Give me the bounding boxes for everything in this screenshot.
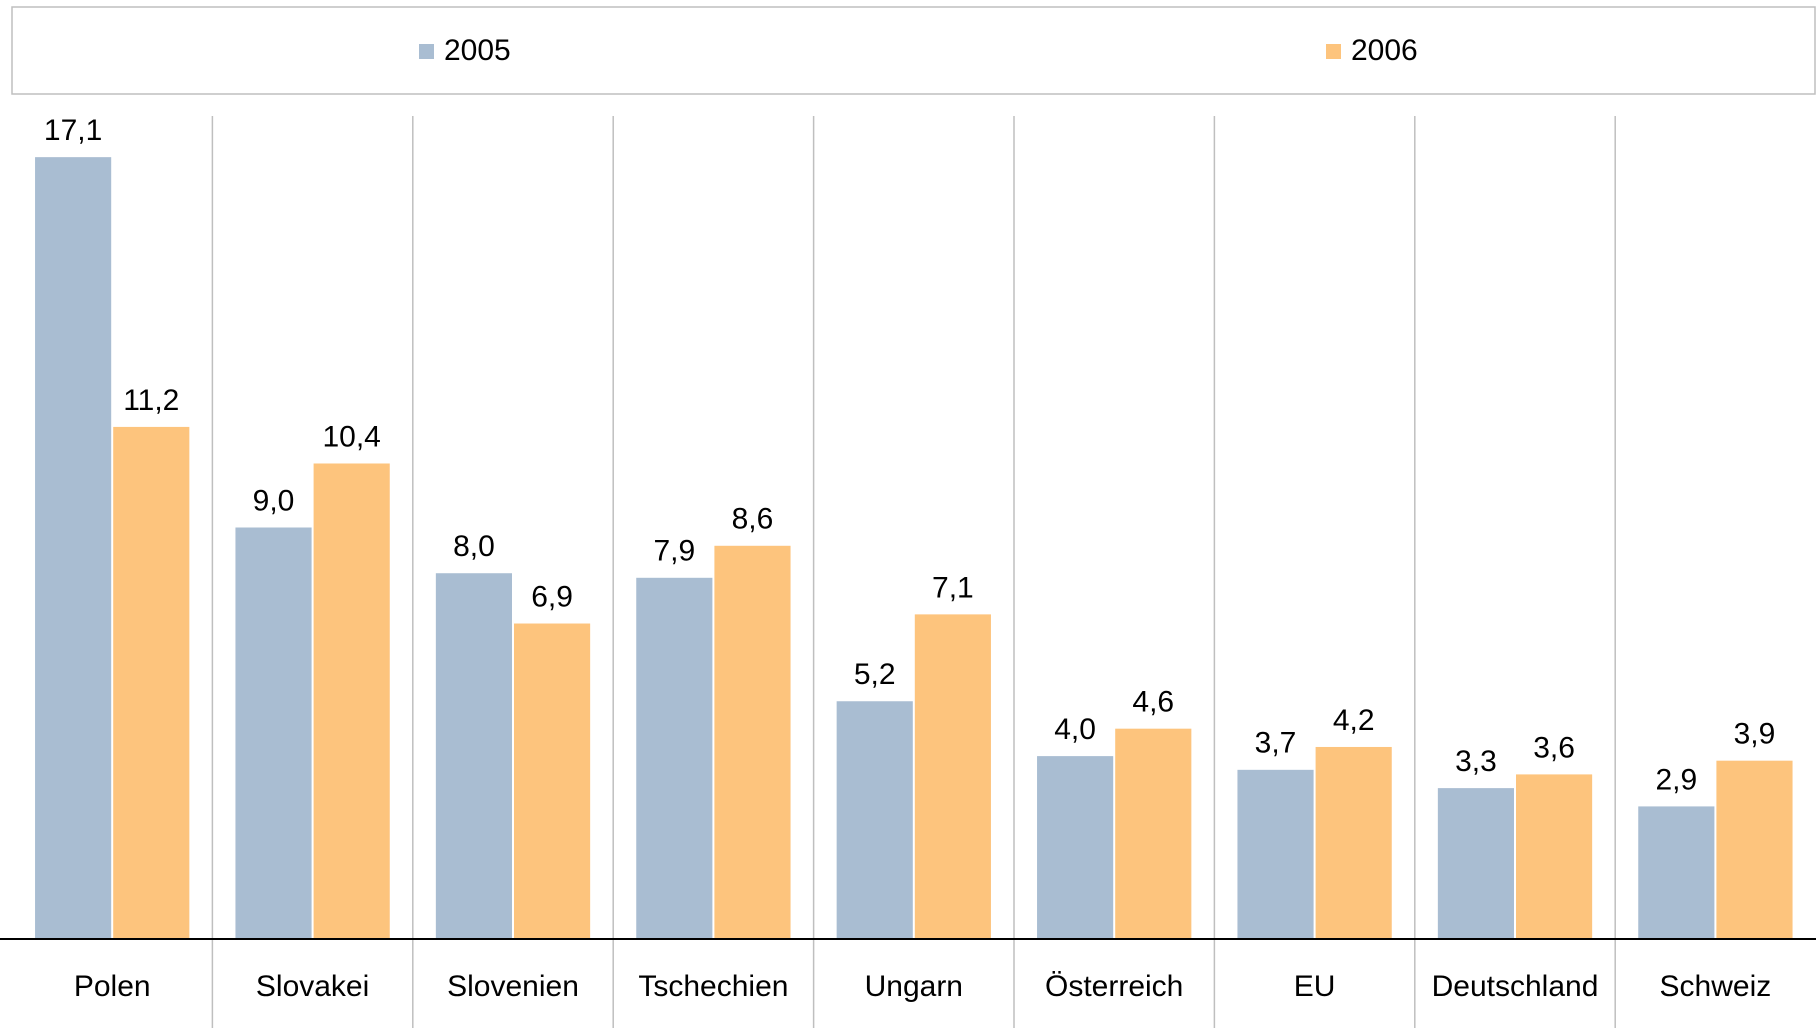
data-label: 7,1 <box>932 571 974 604</box>
x-tick-label: Schweiz <box>1660 970 1772 1003</box>
bar <box>1237 769 1314 939</box>
data-label: 3,9 <box>1734 718 1776 751</box>
bar <box>35 157 112 939</box>
bar <box>1115 728 1192 939</box>
data-label: 4,0 <box>1054 713 1096 746</box>
x-tick-label: Polen <box>74 970 151 1003</box>
x-tick-label: Ungarn <box>865 970 963 1003</box>
bar <box>113 426 190 939</box>
data-label: 4,2 <box>1333 704 1375 737</box>
bar <box>514 623 591 939</box>
data-label: 5,2 <box>854 658 896 691</box>
data-label: 9,0 <box>253 484 295 517</box>
legend-swatch <box>1326 44 1341 59</box>
bar <box>313 463 390 939</box>
data-label: 17,1 <box>44 114 102 147</box>
bar <box>1315 746 1392 939</box>
legend-label: 2005 <box>444 34 511 67</box>
bar <box>914 614 991 939</box>
x-tick-label: Tschechien <box>638 970 788 1003</box>
data-label: 8,6 <box>732 503 774 536</box>
bar <box>1638 806 1715 939</box>
data-label: 4,6 <box>1132 686 1174 719</box>
data-label: 8,0 <box>453 530 495 563</box>
x-tick-label: Slovenien <box>447 970 579 1003</box>
data-label: 11,2 <box>123 384 179 417</box>
bar <box>836 701 913 939</box>
bar <box>1716 760 1793 939</box>
bar <box>1037 756 1114 939</box>
legend-swatch <box>419 44 434 59</box>
x-tick-label: Österreich <box>1045 970 1183 1003</box>
legend-box <box>11 6 1816 95</box>
bar <box>636 577 713 939</box>
legend-label: 2006 <box>1351 34 1418 67</box>
data-label: 6,9 <box>531 580 573 613</box>
bar <box>714 545 791 939</box>
data-label: 3,7 <box>1255 727 1297 760</box>
data-label: 10,4 <box>322 420 380 453</box>
data-label: 2,9 <box>1655 763 1697 796</box>
data-label: 3,6 <box>1533 731 1575 764</box>
bar <box>235 527 312 939</box>
x-tick-label: Slovakei <box>256 970 369 1003</box>
bar <box>435 573 512 939</box>
bar <box>1516 774 1593 939</box>
data-label: 7,9 <box>653 535 695 568</box>
data-label: 3,3 <box>1455 745 1497 778</box>
bar <box>1437 788 1514 939</box>
x-tick-label: EU <box>1294 970 1336 1003</box>
x-tick-label: Deutschland <box>1432 970 1599 1003</box>
